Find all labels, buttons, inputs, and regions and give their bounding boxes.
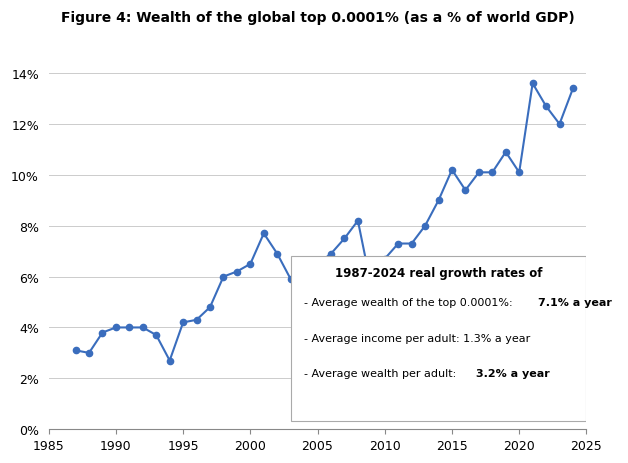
Text: 7.1% a year: 7.1% a year (538, 298, 612, 307)
Text: - Average wealth per adult:: - Average wealth per adult: (304, 368, 460, 378)
FancyBboxPatch shape (291, 256, 587, 421)
Title: Figure 4: Wealth of the global top 0.0001% (as a % of world GDP): Figure 4: Wealth of the global top 0.000… (61, 11, 575, 25)
Text: - Average income per adult: 1.3% a year: - Average income per adult: 1.3% a year (304, 333, 531, 343)
Text: 3.2% a year: 3.2% a year (476, 368, 550, 378)
Text: - Average wealth of the top 0.0001%:: - Average wealth of the top 0.0001%: (304, 298, 516, 307)
Text: 1987-2024 real growth rates of: 1987-2024 real growth rates of (335, 266, 543, 279)
